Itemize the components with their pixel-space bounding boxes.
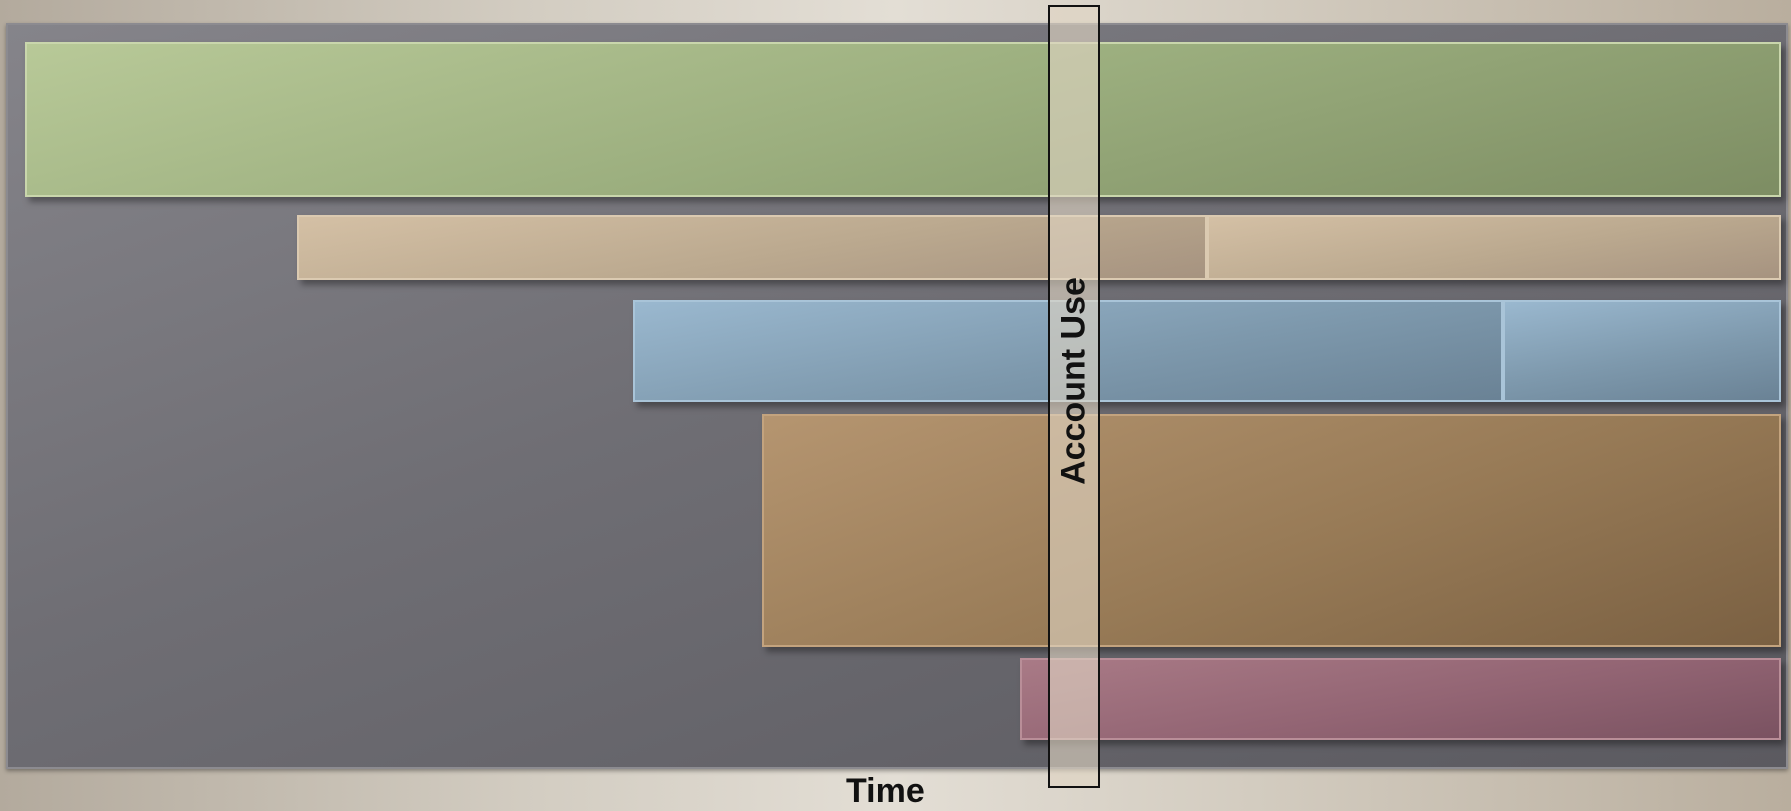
account-use-label: Account Use [1054,277,1093,485]
timeline-bar-blue [633,300,1781,402]
timeline-bar-tan [297,215,1781,280]
timeline-bar-brown [762,414,1781,647]
timeline-bar-green [25,42,1781,197]
timeline-bar-pink [1020,658,1781,740]
account-use-band [1048,5,1100,788]
timeline-bar-tan-segment-2 [1207,215,1781,280]
time-axis-label: Time [846,772,925,810]
timeline-bar-blue-segment-2 [1503,300,1781,402]
